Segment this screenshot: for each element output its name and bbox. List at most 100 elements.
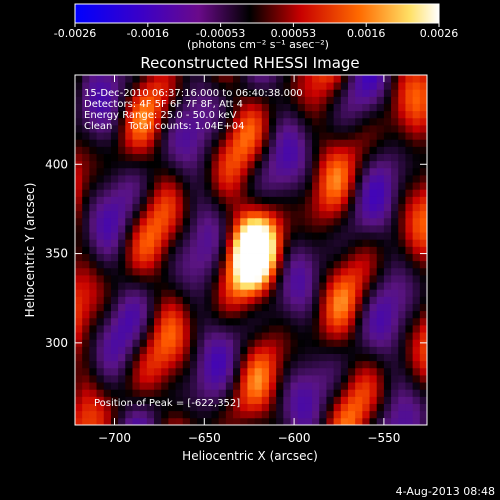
- heatmap-cell: [204, 167, 212, 176]
- heatmap-cell: [398, 217, 406, 226]
- heatmap-cell: [139, 382, 148, 390]
- heatmap-cell: [182, 289, 191, 297]
- heatmap-cell: [333, 325, 342, 333]
- heatmap-cell: [412, 389, 421, 397]
- heatmap-cell: [333, 196, 342, 204]
- heatmap-cell: [319, 417, 327, 425]
- heatmap-cell: [218, 403, 227, 412]
- heatmap-cell: [355, 196, 363, 204]
- heatmap-cell: [110, 375, 119, 383]
- heatmap-cell: [233, 289, 241, 297]
- heatmap-cell: [304, 282, 313, 290]
- heatmap-cell: [355, 75, 363, 83]
- heatmap-cell: [240, 282, 248, 290]
- heatmap-cell: [82, 132, 90, 140]
- heatmap-cell: [283, 82, 291, 90]
- heatmap-cell: [369, 310, 378, 319]
- heatmap-cell: [362, 225, 370, 233]
- heatmap-cell: [312, 139, 320, 147]
- heatmap-cell: [276, 267, 284, 276]
- heatmap-cell: [326, 382, 335, 390]
- heatmap-cell: [204, 303, 212, 312]
- heatmap-cell: [247, 260, 255, 269]
- heatmap-cell: [240, 296, 248, 304]
- heatmap-cell: [118, 139, 126, 147]
- heatmap-cell: [82, 139, 90, 147]
- heatmap-cell: [247, 296, 255, 304]
- heatmap-cell: [118, 146, 126, 154]
- heatmap-cell: [304, 146, 313, 154]
- heatmap-cell: [211, 146, 220, 154]
- heatmap-cell: [96, 75, 105, 83]
- heatmap-cell: [261, 325, 270, 333]
- heatmap-cell: [118, 225, 126, 233]
- heatmap-cell: [103, 260, 112, 269]
- heatmap-cell: [333, 75, 342, 83]
- heatmap-cell: [125, 296, 133, 304]
- heatmap-cell: [118, 110, 126, 119]
- heatmap-cell: [283, 389, 291, 397]
- heatmap-cell: [189, 153, 198, 162]
- heatmap-cell: [233, 196, 241, 204]
- heatmap-cell: [118, 82, 126, 90]
- heatmap-cell: [333, 332, 342, 340]
- heatmap-cell: [276, 332, 284, 340]
- heatmap-cell: [211, 175, 220, 183]
- heatmap-cell: [283, 125, 291, 133]
- heatmap-cell: [312, 367, 320, 376]
- heatmap-cell: [297, 103, 306, 112]
- heatmap-cell: [391, 103, 399, 112]
- heatmap-cell: [340, 317, 349, 326]
- heatmap-cell: [233, 96, 241, 104]
- heatmap-cell: [161, 82, 169, 90]
- heatmap-cell: [391, 282, 399, 290]
- heatmap-cell: [211, 403, 220, 412]
- heatmap-cell: [412, 139, 421, 147]
- heatmap-cell: [103, 339, 112, 347]
- heatmap-cell: [161, 353, 169, 362]
- heatmap-cell: [398, 339, 406, 347]
- heatmap-cell: [391, 253, 399, 262]
- heatmap-cell: [96, 367, 105, 376]
- heatmap-cell: [391, 267, 399, 276]
- heatmap-cell: [189, 275, 198, 283]
- heatmap-cell: [182, 225, 191, 233]
- heatmap-cell: [312, 167, 320, 176]
- heatmap-cell: [405, 182, 414, 190]
- heatmap-cell: [268, 289, 277, 297]
- heatmap-cell: [168, 310, 176, 319]
- heatmap-cell: [261, 289, 270, 297]
- heatmap-cell: [240, 246, 248, 254]
- heatmap-cell: [240, 82, 248, 90]
- heatmap-cell: [89, 139, 97, 147]
- heatmap-cell: [125, 210, 133, 219]
- heatmap-cell: [412, 360, 421, 369]
- heatmap-cell: [139, 82, 148, 90]
- heatmap-cell: [369, 303, 378, 312]
- heatmap-cell: [376, 246, 385, 254]
- heatmap-cell: [125, 303, 133, 312]
- heatmap-cell: [233, 225, 241, 233]
- heatmap-cell: [326, 225, 335, 233]
- heatmap-cell: [132, 139, 141, 147]
- heatmap-cell: [175, 246, 184, 254]
- heatmap-cell: [139, 332, 148, 340]
- heatmap-cell: [96, 410, 105, 419]
- heatmap-cell: [182, 210, 191, 219]
- heatmap-cell: [103, 375, 112, 383]
- heatmap-cell: [161, 317, 169, 326]
- heatmap-cell: [319, 225, 327, 233]
- heatmap-cell: [110, 396, 119, 404]
- heatmap-cell: [412, 82, 421, 90]
- heatmap-cell: [391, 367, 399, 376]
- heatmap-cell: [240, 203, 248, 212]
- heatmap-cell: [82, 303, 90, 312]
- heatmap-cell: [355, 146, 363, 154]
- heatmap-cell: [412, 239, 421, 247]
- heatmap-cell: [96, 225, 105, 233]
- heatmap-cell: [319, 367, 327, 376]
- heatmap-cell: [175, 403, 184, 412]
- heatmap-cell: [175, 153, 184, 162]
- heatmap-cell: [218, 210, 227, 219]
- heatmap-cell: [125, 289, 133, 297]
